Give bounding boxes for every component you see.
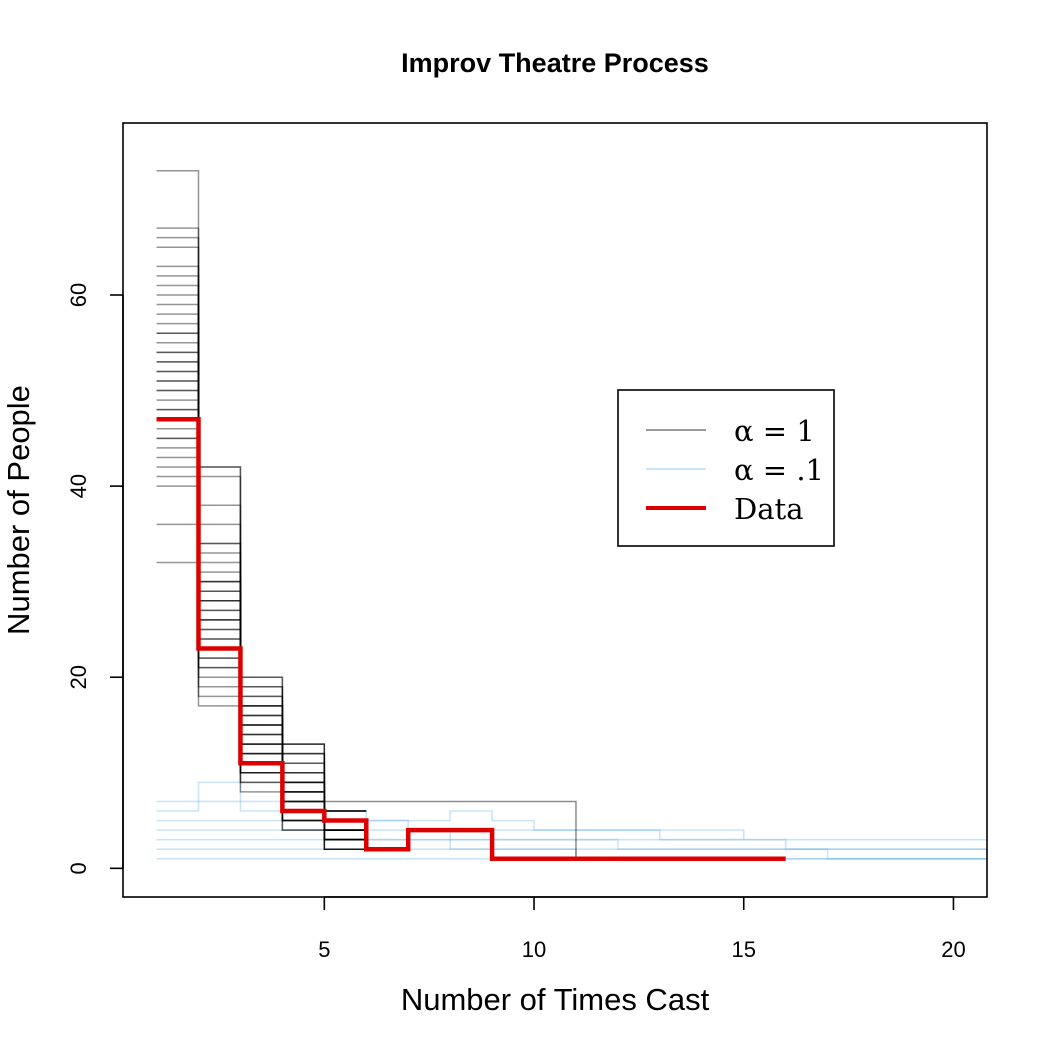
sim-alpha1-line-25: [156, 408, 367, 841]
sim-alpha01-line-1: [156, 800, 987, 841]
sim-alpha1-line-14: [156, 351, 367, 822]
y-axis-title: Number of People: [1, 385, 36, 635]
sim-alpha1-line-13: [156, 342, 367, 822]
sim-alpha1-line-16: [156, 361, 367, 831]
sim-alpha1-line-3: [156, 246, 367, 812]
sim-alpha1-line-30: [156, 437, 367, 841]
sim-alpha1-line-29: [156, 437, 367, 841]
x-axis-title: Number of Times Cast: [401, 982, 710, 1017]
sim-alpha1-line-0: [156, 170, 367, 812]
sim-alpha1-line-11: [156, 332, 367, 822]
sim-alpha1-line-34: [156, 475, 367, 850]
sim-alpha1-line-15: [156, 351, 367, 831]
data-series-line: [156, 416, 786, 862]
sim-alpha1-line-26: [156, 408, 367, 841]
sim-alpha1-line-2: [156, 236, 367, 812]
sim-alpha01-line-3: [156, 829, 987, 851]
sim-alpha1-tail: [324, 800, 577, 859]
sim-alpha01-line-5: [156, 848, 987, 860]
y-axis: 0 20 40 60: [66, 283, 124, 874]
series-layer: [156, 170, 987, 862]
legend-label-alpha01: α = .1: [734, 453, 824, 487]
sim-alpha1-line-7: [156, 294, 367, 822]
y-tick-label-60: 60: [66, 283, 91, 307]
x-tick-label-20: 20: [941, 937, 965, 962]
y-tick-label-0: 0: [66, 862, 91, 874]
legend-box: [617, 389, 835, 547]
sim-alpha1-line-6: [156, 284, 367, 822]
sim-alpha1-line-5: [156, 275, 367, 822]
sim-alpha1-line-1: [156, 227, 367, 812]
y-tick-label-20: 20: [66, 665, 91, 689]
legend-label-alpha1: α = 1: [734, 414, 815, 448]
sim-alpha1-line-24: [156, 399, 367, 841]
sim-alpha01-line-2: [156, 819, 987, 851]
y-tick-label-40: 40: [66, 474, 91, 498]
legend-label-data: Data: [734, 492, 803, 526]
sim-alpha1-line-33: [156, 466, 367, 841]
sim-alpha01-line-0: [156, 781, 745, 840]
sim-alpha1-line-12: [156, 332, 367, 822]
sim-alpha1-line-4: [156, 265, 367, 812]
sim-alpha1-line-28: [156, 428, 367, 841]
sim-alpha1-line-10: [156, 322, 367, 822]
x-axis: 5 10 15 20: [318, 896, 966, 962]
x-tick-label-15: 15: [731, 937, 755, 962]
sim-alpha1-line-27: [156, 418, 367, 841]
x-tick-label-10: 10: [522, 937, 546, 962]
sim-alpha1-line-31: [156, 447, 367, 841]
sim-alpha1-line-17: [156, 361, 367, 831]
legend: α = 1 α = .1 Data: [617, 389, 835, 547]
x-tick-label-5: 5: [318, 937, 330, 962]
chart-title: Improv Theatre Process: [401, 48, 709, 78]
plot-frame: [122, 122, 988, 898]
sim-alpha1-line-35: [156, 485, 367, 850]
sim-alpha01-line-4: [156, 838, 987, 860]
